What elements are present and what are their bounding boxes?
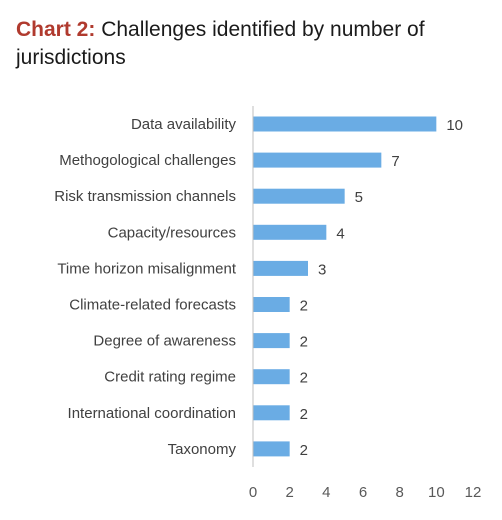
chart-title-prefix: Chart 2: [16, 18, 96, 41]
x-tick-12: 12 [465, 484, 482, 501]
x-tick-8: 8 [395, 484, 403, 501]
bar-time-horizon-misalignment [253, 260, 308, 276]
value-label-international-coordination: 2 [300, 406, 308, 423]
x-tick-4: 4 [322, 484, 330, 501]
category-label-data-availability: Data availability [131, 116, 237, 133]
bar-degree-of-awareness [253, 333, 290, 349]
category-label-capacity-resources: Capacity/resources [108, 224, 236, 241]
category-label-methogological-challenges: Methogological challenges [59, 152, 236, 169]
bar-risk-transmission-channels [253, 188, 345, 204]
category-label-time-horizon-misalignment: Time horizon misalignment [57, 260, 237, 277]
x-tick-2: 2 [285, 484, 293, 501]
x-tick-10: 10 [428, 484, 445, 501]
value-label-taxonomy: 2 [300, 442, 308, 459]
x-tick-6: 6 [359, 484, 367, 501]
x-tick-labels: 0 2 4 6 8 10 12 [249, 484, 482, 501]
value-label-time-horizon-misalignment: 3 [318, 261, 326, 278]
bar-data-availability [253, 116, 437, 132]
category-label-climate-related-forecasts: Climate-related forecasts [69, 297, 236, 314]
category-label-risk-transmission-channels: Risk transmission channels [54, 188, 236, 205]
chart-title-text: Challenges identified by number of juris… [16, 18, 425, 69]
category-label-credit-rating-regime: Credit rating regime [104, 369, 236, 386]
value-label-credit-rating-regime: 2 [300, 370, 308, 387]
value-label-degree-of-awareness: 2 [300, 334, 308, 351]
x-tick-0: 0 [249, 484, 257, 501]
bar-methogological-challenges [253, 152, 382, 168]
bar-capacity-resources [253, 224, 327, 240]
value-label-risk-transmission-channels: 5 [355, 189, 363, 206]
bar-credit-rating-regime [253, 369, 290, 385]
value-label-climate-related-forecasts: 2 [300, 298, 308, 315]
category-label-degree-of-awareness: Degree of awareness [93, 333, 236, 350]
bar-climate-related-forecasts [253, 297, 290, 312]
category-label-taxonomy: Taxonomy [168, 441, 237, 458]
bars [253, 116, 437, 457]
value-label-capacity-resources: 4 [336, 225, 344, 242]
bar-taxonomy [253, 441, 290, 457]
value-label-data-availability: 10 [446, 117, 463, 134]
value-label-methogological-challenges: 7 [391, 153, 399, 170]
bar-international-coordination [253, 405, 290, 421]
chart-title: Chart 2: Challenges identified by number… [16, 16, 486, 72]
value-labels: 10 7 5 4 3 2 2 2 2 2 [300, 117, 463, 459]
category-label-international-coordination: International coordination [68, 405, 236, 422]
category-labels: Data availability Methogological challeng… [54, 116, 237, 458]
